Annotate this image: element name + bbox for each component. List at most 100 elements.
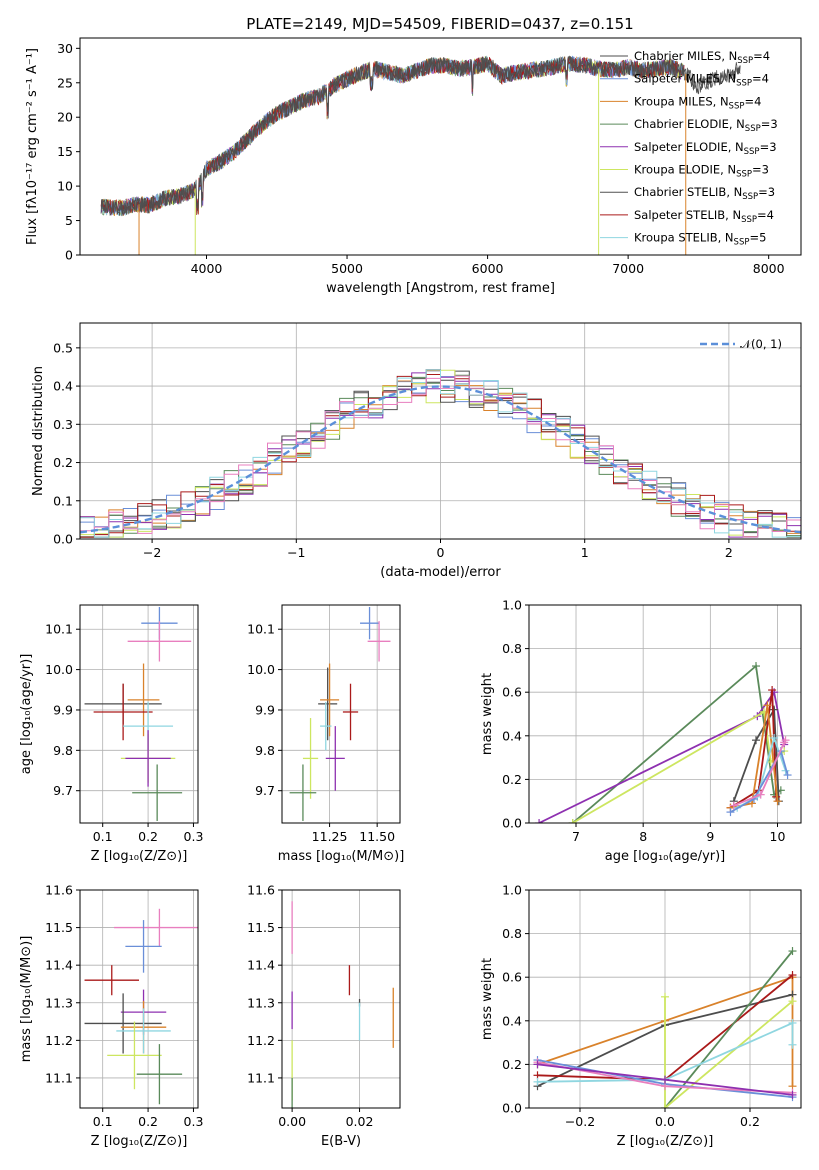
plot-area — [291, 901, 394, 1108]
y-tick-label: 15 — [57, 144, 73, 159]
data-point — [93, 683, 153, 741]
plus-marker — [788, 971, 797, 980]
data-point — [127, 663, 160, 737]
plus-marker — [780, 738, 789, 747]
plot-area — [100, 55, 741, 255]
plot-area — [84, 607, 192, 821]
legend: 𝒩(0, 1) — [700, 337, 782, 351]
x-axis-label: Z [log₁₀(Z/Z⊙)] — [91, 849, 188, 864]
y-axis-label: mass [log₁₀(M/M⊙)] — [19, 936, 34, 1063]
data-point — [302, 718, 319, 799]
chart-mass_vs_EBV: 0.00 0.02 11.1 11.2 11.3 11.4 11.5 11.6 E(B-V) — [247, 883, 401, 1149]
axes-frame — [79, 604, 199, 824]
plus-marker — [535, 819, 544, 823]
y-axis-label: Flux [fλ10⁻¹⁷ erg cm⁻² s⁻¹ A⁻¹] — [25, 48, 40, 245]
y-tick-label: 0.6 — [502, 970, 522, 985]
y-tick-label: 0.3 — [53, 417, 73, 432]
x-axis-label: age [log₁₀(age/yr)] — [605, 849, 726, 864]
plot-area — [84, 908, 198, 1105]
plus-marker — [783, 771, 792, 780]
y-tick-label: 0.8 — [502, 926, 522, 941]
legend-subscript: SSP — [737, 56, 753, 66]
plus-marker — [533, 1077, 542, 1086]
data-point — [84, 965, 139, 996]
legend-nssp: =4 — [752, 72, 769, 86]
x-tick-label: 0.2 — [138, 1114, 158, 1129]
legend-label: Salpeter ELODIE, NSSP=3 — [634, 140, 777, 157]
y-tick-label: 0.2 — [502, 1057, 522, 1072]
plus-marker — [773, 797, 782, 806]
legend-subscript: SSP — [734, 238, 750, 248]
chart-spectrum: 4000 5000 6000 7000 8000 0 5 10 15 20 25 30 waveleng… — [25, 37, 802, 296]
x-tick-label: 0.02 — [346, 1114, 374, 1129]
y-tick-label: 0 — [65, 248, 73, 263]
y-tick-label: 9.7 — [53, 783, 73, 798]
y-axis-label: mass weight — [480, 673, 495, 755]
x-tick-label: 6000 — [472, 261, 504, 276]
legend-label: 𝒩(0, 1) — [740, 337, 782, 351]
x-tick-label: 4000 — [191, 261, 223, 276]
legend-label: Salpeter MILES, NSSP=4 — [634, 72, 769, 89]
data-point — [360, 607, 380, 640]
y-tick-label: 11.3 — [247, 995, 275, 1010]
plus-marker — [756, 790, 765, 799]
x-tick-label: 11.25 — [312, 829, 348, 844]
axes-frame — [79, 37, 802, 256]
y-tick-label: 9.9 — [53, 702, 73, 717]
weight-line — [730, 689, 778, 809]
axes-frame — [79, 889, 199, 1109]
legend-label: Kroupa MILES, NSSP=4 — [634, 94, 761, 111]
y-tick-label: 0.2 — [53, 455, 73, 470]
legend-label: Chabrier ELODIE, NSSP=3 — [634, 117, 778, 134]
weight-line — [664, 996, 794, 1108]
data-point — [132, 764, 183, 821]
plus-marker — [661, 992, 669, 1001]
x-axis-label: Z [log₁₀(Z/Z⊙)] — [91, 1134, 188, 1149]
y-tick-label: 25 — [57, 75, 73, 90]
data-point — [125, 730, 171, 787]
y-tick-label: 10.1 — [247, 622, 275, 637]
figure-title: PLATE=2149, MJD=54509, FIBERID=0437, z=0… — [246, 15, 633, 33]
x-tick-label: −0.2 — [565, 1114, 595, 1129]
data-point — [289, 764, 317, 821]
y-tick-label: 0.0 — [502, 816, 522, 831]
y-tick-label: 11.5 — [247, 920, 275, 935]
x-tick-label: 0.1 — [93, 829, 113, 844]
legend-model-name: Salpeter MILES, N — [634, 72, 736, 86]
axes-frame — [528, 889, 802, 1109]
x-axis-label: E(B-V) — [321, 1134, 361, 1149]
legend-subscript: SSP — [741, 215, 757, 225]
weight-line — [730, 748, 789, 813]
plot-area — [80, 369, 801, 538]
y-tick-label: 10.0 — [247, 662, 275, 677]
y-tick-label: 11.1 — [247, 1070, 275, 1085]
legend-nssp: =3 — [761, 117, 778, 131]
y-tick-label: 10.1 — [45, 622, 73, 637]
data-point — [320, 701, 332, 751]
plus-marker — [770, 733, 779, 742]
y-tick-label: 9.8 — [53, 743, 73, 758]
y-tick-label: 0.2 — [502, 772, 522, 787]
y-tick-label: 11.3 — [45, 995, 73, 1010]
x-tick-label: 5000 — [331, 261, 363, 276]
x-tick-label: 7000 — [612, 261, 644, 276]
x-tick-label: 0.3 — [184, 1114, 204, 1129]
plot-area — [533, 947, 797, 1108]
y-axis-label: age [log₁₀(age/yr)] — [19, 654, 34, 775]
legend-subscript: SSP — [745, 124, 761, 134]
plus-marker — [788, 947, 797, 956]
x-tick-label: 0.2 — [138, 829, 158, 844]
y-axis-label: Normed distribution — [31, 366, 46, 496]
legend-subscript: SSP — [736, 79, 752, 89]
legend-subscript: SSP — [736, 170, 752, 180]
x-axis-label: (data-model)/error — [380, 565, 501, 580]
x-axis-label: mass [log₁₀(M/M⊙)] — [278, 849, 405, 864]
legend-label: Salpeter STELIB, NSSP=4 — [634, 208, 774, 225]
plus-marker — [752, 662, 761, 671]
axes-frame — [281, 604, 401, 824]
chart-weight_vs_age: 7 8 9 10 0.0 0.2 0.4 0.6 0.8 1.0 age [log₁₀(age/yr… — [480, 598, 802, 864]
plus-marker — [770, 705, 779, 714]
legend-nssp: =4 — [744, 94, 761, 108]
x-tick-label: 9 — [706, 829, 714, 844]
